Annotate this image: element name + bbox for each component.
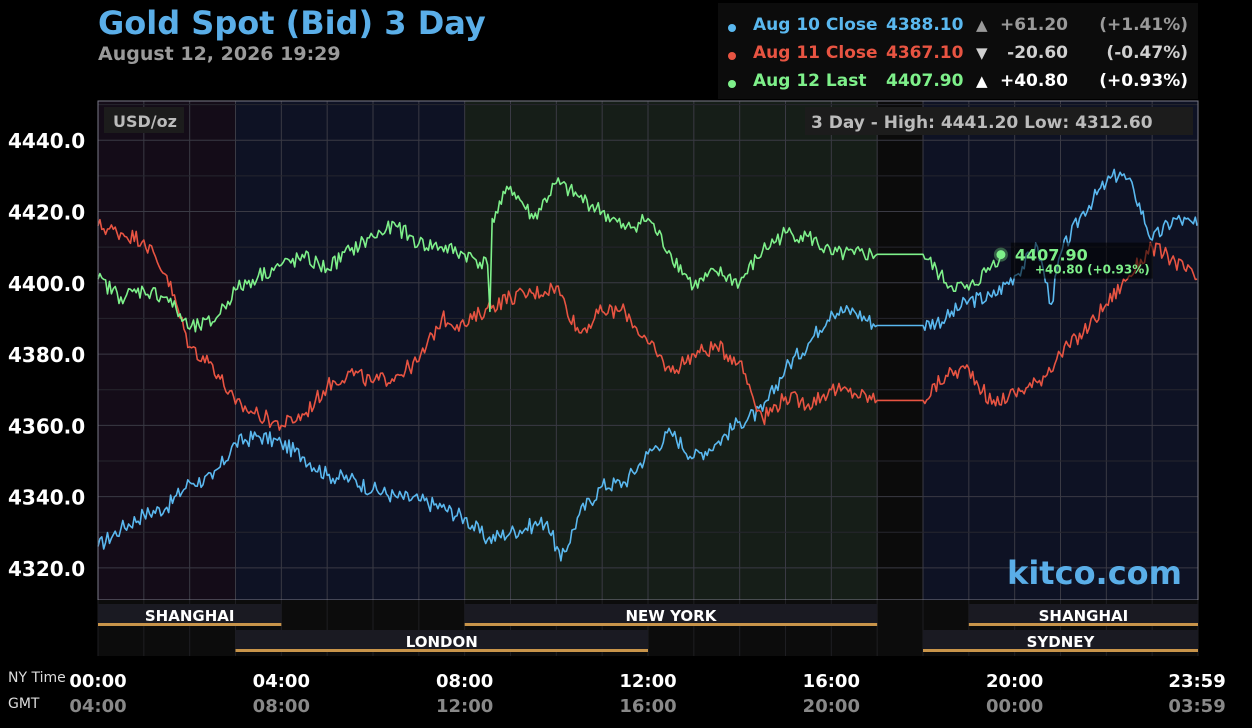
y-tick-label: 4400.0 <box>8 272 85 296</box>
y-tick-label: 4380.0 <box>8 343 85 367</box>
x-tick-gmt: 08:00 <box>252 696 310 717</box>
session-label: SHANGHAI <box>1039 607 1129 625</box>
legend-panel: Aug 10 Close 4388.10 ▲ +61.20 (+1.41%) A… <box>718 3 1198 99</box>
y-tick-label: 4420.0 <box>8 200 85 224</box>
session-bar <box>98 623 282 626</box>
session-band <box>98 604 282 624</box>
session-bar <box>923 649 1198 652</box>
x-tick-ny: 23:59 <box>1168 671 1226 692</box>
x-tick-ny: 00:00 <box>69 671 127 692</box>
legend-dot <box>728 24 736 32</box>
legend-row-aug12: Aug 12 Last 4407.90 ▲ +40.80 (+0.93%) <box>718 71 1198 97</box>
session-band <box>923 630 1198 650</box>
legend-change: +40.80 <box>999 71 1068 91</box>
session-band <box>968 604 1198 624</box>
legend-label: Aug 11 Close <box>753 43 878 63</box>
chart-date: August 12, 2026 19:29 <box>98 43 341 65</box>
legend-change: -20.60 <box>1007 43 1068 63</box>
x-tick-gmt: 04:00 <box>69 696 127 717</box>
down-arrow-icon: ▼ <box>976 44 988 62</box>
series-line-aug-12 <box>97 177 1002 333</box>
session-label: NEW YORK <box>626 607 718 625</box>
gmt-label: GMT <box>8 696 40 712</box>
x-tick-gmt: 03:59 <box>1168 696 1226 717</box>
x-tick-gmt: 16:00 <box>619 696 677 717</box>
session-label: SYDNEY <box>1027 633 1096 651</box>
last-point-marker <box>996 250 1006 260</box>
kitco-watermark: kitco.com <box>1007 554 1182 592</box>
legend-label: Aug 10 Close <box>753 15 878 35</box>
session-label: LONDON <box>406 633 478 651</box>
range-text: 3 Day - High: 4441.20 Low: 4312.60 <box>811 113 1153 133</box>
last-point-label-bg <box>1010 242 1153 279</box>
session-bar <box>968 623 1198 626</box>
plot-zone <box>98 101 236 600</box>
legend-percent: (+0.93%) <box>1099 71 1188 91</box>
x-tick-gmt: 00:00 <box>986 696 1044 717</box>
legend-row-aug11: Aug 11 Close 4367.10 ▼ -20.60 (-0.47%) <box>718 43 1198 69</box>
up-arrow-icon: ▲ <box>976 72 988 90</box>
session-bar <box>464 623 878 626</box>
up-arrow-icon: ▲ <box>976 16 988 34</box>
series-line-aug-11 <box>97 218 1198 431</box>
legend-value: 4388.10 <box>886 15 964 35</box>
y-tick-label: 4440.0 <box>8 129 85 153</box>
legend-value: 4367.10 <box>886 43 964 63</box>
legend-dot <box>728 80 736 88</box>
legend-percent: (+1.41%) <box>1099 15 1188 35</box>
y-tick-label: 4340.0 <box>8 486 85 510</box>
legend-dot <box>728 52 736 60</box>
chart-title: Gold Spot (Bid) 3 Day <box>98 4 486 42</box>
plot-zone <box>235 101 465 600</box>
x-tick-gmt: 20:00 <box>802 696 860 717</box>
session-band <box>235 630 648 650</box>
session-label: SHANGHAI <box>145 607 235 625</box>
y-tick-label: 4320.0 <box>8 557 85 581</box>
last-point-value: 4407.90 <box>1015 246 1088 265</box>
x-tick-gmt: 12:00 <box>436 696 494 717</box>
unit-label: USD/oz <box>113 112 177 131</box>
range-box <box>805 107 1193 135</box>
x-tick-ny: 20:00 <box>986 671 1044 692</box>
legend-percent: (-0.47%) <box>1106 43 1188 63</box>
plot-zone <box>464 101 878 600</box>
ny-time-label: NY Time <box>8 670 66 686</box>
plot-zone <box>877 101 923 600</box>
x-tick-ny: 12:00 <box>619 671 677 692</box>
session-band <box>464 604 878 624</box>
unit-label-bg <box>104 107 184 133</box>
session-bar <box>235 649 648 652</box>
legend-value: 4407.90 <box>886 71 964 91</box>
last-point-change: +40.80 (+0.93%) <box>1035 263 1150 277</box>
legend-change: +61.20 <box>999 15 1068 35</box>
x-tick-ny: 08:00 <box>436 671 494 692</box>
x-tick-ny: 16:00 <box>802 671 860 692</box>
y-tick-label: 4360.0 <box>8 414 85 438</box>
legend-label: Aug 12 Last <box>753 71 867 91</box>
legend-row-aug10: Aug 10 Close 4388.10 ▲ +61.20 (+1.41%) <box>718 15 1198 41</box>
x-tick-ny: 04:00 <box>252 671 310 692</box>
